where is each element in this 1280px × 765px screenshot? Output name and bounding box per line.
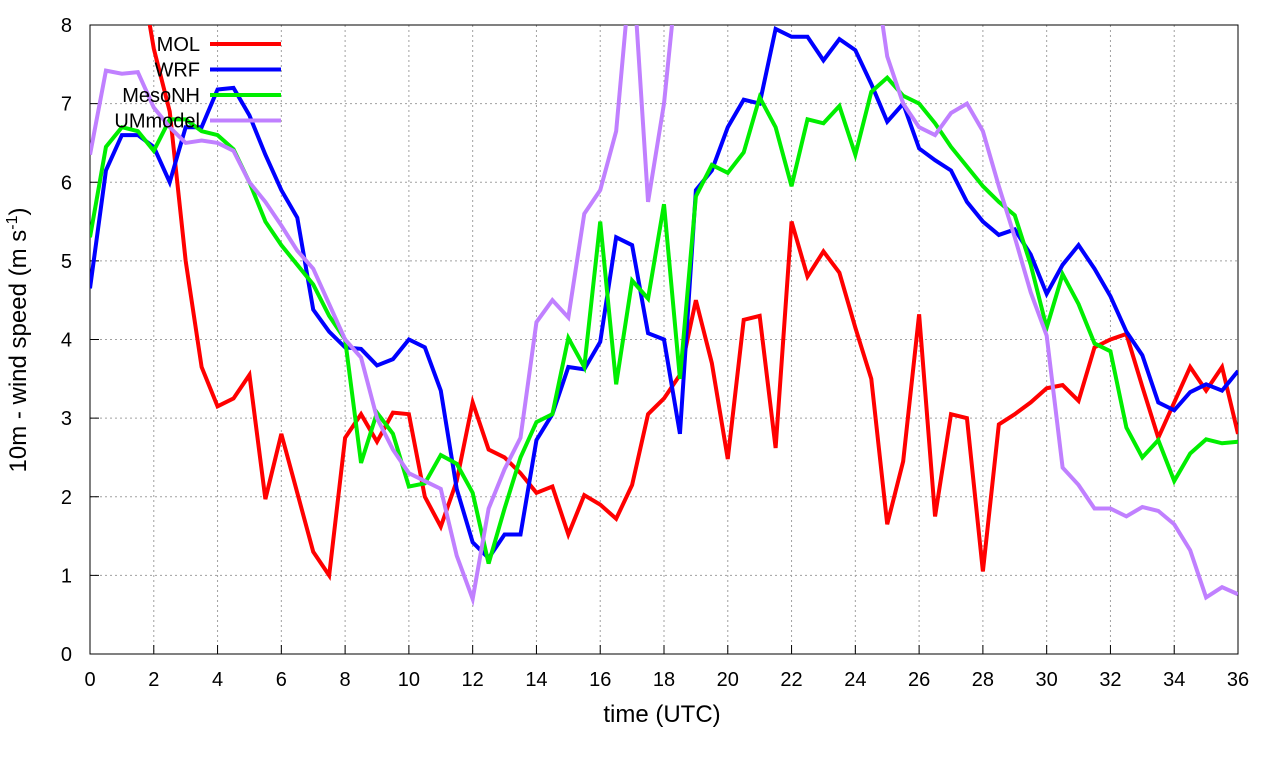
y-axis-label-suffix: ): [5, 208, 32, 216]
legend-label: WRF: [154, 60, 200, 82]
x-tick-label: 36: [1227, 669, 1249, 691]
y-tick-label: 1: [61, 565, 72, 587]
y-tick-label: 8: [61, 15, 72, 37]
x-tick-label: 10: [398, 669, 420, 691]
series-line: [90, 74, 1238, 565]
y-tick-label: 6: [61, 172, 72, 194]
x-tick-label: 18: [653, 669, 675, 691]
x-tick-label: 4: [212, 669, 223, 691]
x-tick-label: 32: [1099, 669, 1121, 691]
legend-label: UMmodel: [114, 111, 200, 133]
x-tick-label: 0: [84, 669, 95, 691]
legend-label: MesoNH: [122, 85, 200, 107]
x-tick-label: 22: [780, 669, 802, 691]
y-axis-label: 10m - wind speed (m s-1): [4, 208, 32, 473]
plot-frame: [89, 24, 1239, 655]
y-tick-label: 2: [61, 487, 72, 509]
x-tick-label: 20: [717, 669, 739, 691]
x-tick-label: 2: [148, 669, 159, 691]
series-line: [90, 25, 1238, 607]
y-tick-label: 5: [61, 251, 72, 273]
x-axis-label: time (UTC): [603, 701, 720, 728]
x-tick-label: 26: [908, 669, 930, 691]
legend-label: MOL: [157, 34, 200, 56]
x-tick-label: 6: [276, 669, 287, 691]
x-tick-label: 14: [525, 669, 547, 691]
series-line: [90, 26, 1238, 562]
y-tick-label: 7: [61, 94, 72, 116]
y-tick-label: 4: [61, 330, 72, 352]
y-tick-label: 0: [61, 644, 72, 666]
y-axis-label-sup: -1: [4, 215, 21, 229]
plot-lines: [90, 25, 1238, 607]
y-tick-label: 3: [61, 408, 72, 430]
x-tick-label: 16: [589, 669, 611, 691]
x-tick-label: 24: [844, 669, 866, 691]
x-tick-label: 28: [972, 669, 994, 691]
x-tick-label: 34: [1163, 669, 1185, 691]
x-tick-label: 8: [340, 669, 351, 691]
y-axis-label-text: 10m - wind speed (m s: [5, 230, 32, 473]
x-tick-label: 12: [462, 669, 484, 691]
x-tick-label: 30: [1036, 669, 1058, 691]
